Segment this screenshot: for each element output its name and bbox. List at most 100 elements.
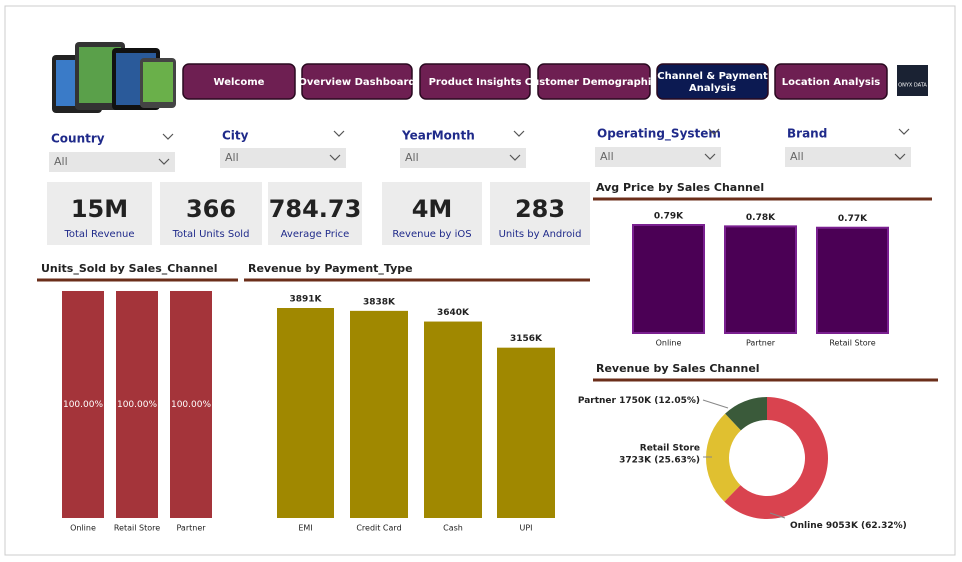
logo [897,65,928,96]
data-label: Online 9053K (62.32%) [790,521,907,531]
kpi-card [268,182,362,245]
bar [170,291,212,518]
kpi-label: Units by Android [499,229,582,240]
x-tick-label: Online [656,339,682,348]
nav-label[interactable]: Product Insights [429,77,522,88]
filter-dropdown[interactable] [785,147,911,167]
nav-button[interactable] [182,63,296,100]
filter-label: Operating_System [597,127,721,142]
value-label: 3156K [510,334,543,344]
chart-title: Revenue by Payment_Type [248,262,413,275]
filter-dropdown[interactable] [49,152,175,172]
bar [350,310,408,518]
nav-button[interactable] [537,63,651,100]
data-label-value: 3723K (25.63%) [619,456,700,466]
chevron [898,128,910,135]
filter-label: YearMonth [401,129,475,143]
bar [277,308,334,518]
chevron [333,130,345,137]
bar [724,225,797,335]
bar [816,226,889,334]
value-label: 3838K [363,297,396,307]
kpi-value: 283 [515,195,565,223]
donut-slice [705,413,741,502]
nav-label[interactable]: Location Analysis [782,77,881,88]
x-tick-label: Partner [176,524,206,533]
chevron [162,133,174,140]
nav-label-line: Analysis [689,83,736,94]
filter-value: All [600,150,614,163]
x-tick-label: Retail Store [114,524,160,533]
filter-dropdown[interactable] [595,147,721,167]
bar [424,321,482,518]
filter-label: Brand [787,127,827,141]
chevron [894,153,906,160]
value-label: 0.79K [654,212,684,222]
kpi-label: Revenue by iOS [392,229,471,240]
bar [62,291,104,518]
filter-dropdown[interactable] [220,148,346,168]
value-label: 0.77K [838,214,868,224]
kpi-value: 784.73 [269,195,362,223]
nav-button[interactable] [774,63,888,100]
data-label-value: 1750K (12.05%) [619,396,700,406]
kpi-value: 366 [186,195,236,223]
chevron [158,158,170,165]
chevron [329,154,341,161]
value-label: 3640K [437,308,470,318]
filter-value: All [54,155,68,168]
data-label-name: Retail Store [640,444,700,454]
donut-slice [724,397,828,519]
value-label: 100.00% [117,400,157,410]
kpi-card [47,182,152,245]
kpi-label: Average Price [281,229,350,240]
data-label-name: Online [790,521,823,531]
filter-value: All [790,150,804,163]
leader-line [769,512,786,519]
chevron [708,128,720,135]
kpi-label: Total Units Sold [172,229,250,240]
filter-label: City [222,129,249,143]
filter-value: All [405,151,419,164]
chart-title: Revenue by Sales Channel [596,362,760,375]
chevron [509,154,521,161]
donut-slice [725,397,767,431]
nav-label[interactable]: Overview Dashboard [298,77,415,88]
kpi-card [160,182,262,245]
nav-label[interactable]: Welcome [214,77,265,88]
kpi-card [382,182,482,245]
chart-title: Avg Price by Sales Channel [596,181,764,194]
x-tick-label: EMI [298,524,312,533]
kpi-card [490,182,590,245]
nav-label[interactable]: Customer Demographics [525,77,664,88]
nav-button[interactable] [419,63,531,100]
chevron [513,130,525,137]
bar [116,291,158,518]
filter-dropdown[interactable] [400,148,526,168]
x-tick-label: UPI [519,524,532,533]
nav-label[interactable]: Channel & Payment Analysis [657,71,768,94]
nav-button[interactable] [301,63,413,100]
value-label: 3891K [289,295,322,305]
phones-image [52,42,176,113]
filter-value: All [225,151,239,164]
leader-line [702,399,729,409]
data-label-value: 9053K (62.32%) [826,521,907,531]
data-label: Partner 1750K (12.05%) [578,396,700,406]
x-tick-label: Credit Card [356,524,401,533]
value-label: 0.78K [746,213,776,223]
chevron [704,153,716,160]
chart-title: Units_Sold by Sales_Channel [41,262,218,275]
value-label: 100.00% [171,400,211,410]
nav-button[interactable] [656,63,769,100]
kpi-value: 4M [412,195,453,223]
bar [497,347,555,518]
data-label-name: Partner [578,396,617,406]
kpi-label: Total Revenue [63,229,134,240]
kpi-value: 15M [71,195,128,223]
bar [632,224,705,334]
nav-label-line: Channel & Payment [657,71,768,82]
filter-label: Country [51,132,105,146]
logo-text: ONYX DATA [898,83,927,89]
